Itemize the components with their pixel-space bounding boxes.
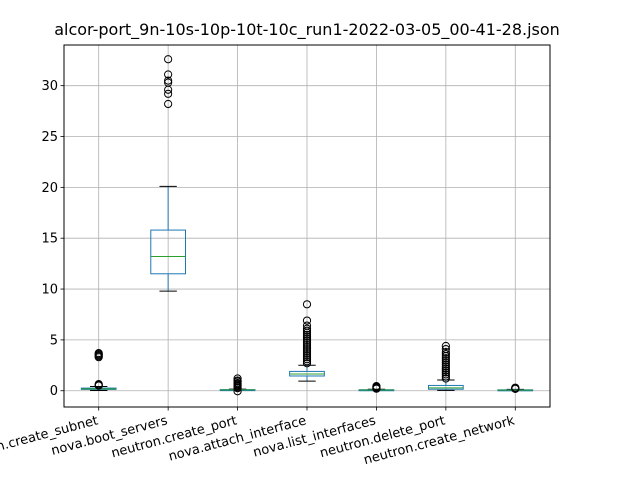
flier-point <box>302 300 312 309</box>
flier-point <box>302 321 312 330</box>
flier-point <box>441 372 450 381</box>
flier-point <box>302 344 312 354</box>
flier-point <box>302 342 312 352</box>
flier-point <box>441 344 450 354</box>
flier-point <box>302 351 312 360</box>
flier-point <box>302 346 312 356</box>
iqr-box <box>150 229 187 275</box>
flier-point <box>94 349 103 358</box>
flier-point <box>302 324 312 333</box>
flier-point <box>441 347 450 357</box>
flier-point <box>441 370 450 379</box>
flier-point <box>164 89 173 98</box>
flier-point <box>441 354 450 363</box>
flier-point <box>441 362 450 371</box>
flier-point <box>441 366 450 375</box>
chart-title: alcor-port_9n-10s-10p-10t-10c_run1-2022-… <box>54 20 560 40</box>
flier-point <box>302 316 312 325</box>
flier-point <box>302 355 312 364</box>
fliers <box>94 55 520 396</box>
flier-point <box>441 364 450 373</box>
iqr-box <box>428 384 464 390</box>
flier-point <box>302 330 312 339</box>
flier-point <box>164 70 173 79</box>
flier-point <box>302 334 312 343</box>
box-nova.boot_servers <box>150 185 187 292</box>
flier-point <box>441 358 450 367</box>
flier-point <box>164 76 173 85</box>
flier-point <box>511 383 520 392</box>
flier-point <box>233 376 242 385</box>
flier-point <box>302 332 312 341</box>
flier-point <box>302 349 312 358</box>
grid-lines <box>64 45 550 407</box>
flier-point <box>233 374 242 383</box>
flier-point <box>441 356 450 365</box>
y-tick-label: 30 <box>41 79 58 94</box>
flier-point <box>302 340 312 350</box>
flier-point <box>302 353 312 362</box>
y-tick-label: 20 <box>41 181 58 196</box>
y-tick-label: 5 <box>50 333 58 348</box>
flier-point <box>302 357 312 366</box>
flier-point <box>441 368 450 377</box>
y-tick-label: 0 <box>50 384 58 399</box>
flier-point <box>94 380 103 389</box>
flier-point <box>302 338 312 348</box>
box-neutron.create_network <box>497 388 534 392</box>
flier-point <box>302 326 312 335</box>
flier-point <box>441 360 450 369</box>
y-axis: 0 5 10 15 20 25 30 <box>41 79 64 399</box>
y-tick-label: 15 <box>41 232 58 247</box>
flier-point <box>372 382 381 391</box>
y-tick-label: 10 <box>41 283 58 298</box>
flier-point <box>441 350 450 359</box>
flier-point <box>164 99 173 109</box>
y-tick-label: 25 <box>41 130 58 145</box>
flier-point <box>164 78 173 87</box>
flier-point <box>302 336 312 346</box>
flier-point <box>302 359 312 368</box>
flier-point <box>441 374 450 383</box>
flier-point <box>441 341 450 351</box>
boxes <box>80 185 534 392</box>
flier-point <box>164 55 173 64</box>
